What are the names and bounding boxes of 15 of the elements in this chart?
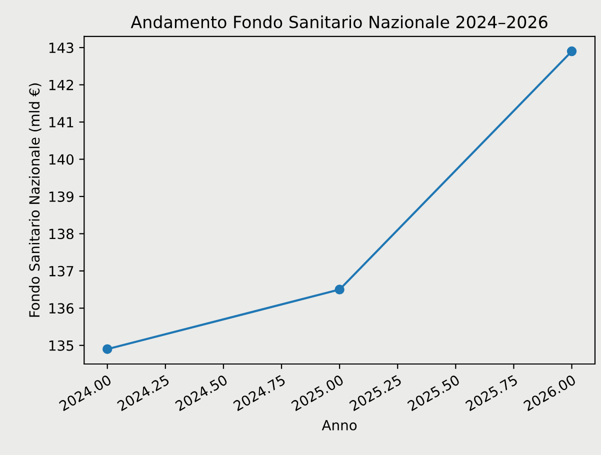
chart-title: Andamento Fondo Sanitario Nazionale 2024–2026	[130, 15, 548, 28]
point	[334, 284, 344, 294]
y-tick-label: 143	[49, 42, 74, 54]
y-tick-label: 141	[49, 117, 74, 128]
y-axis-title: Fondo Sanitario Nazionale (mld €)	[28, 83, 42, 317]
x-axis-title: Anno	[322, 420, 357, 430]
y-tick-label: 136	[49, 303, 74, 314]
point	[566, 46, 577, 56]
y-tick-label: 135	[49, 340, 74, 351]
y-tick-label: 139	[49, 191, 74, 202]
point	[102, 344, 112, 354]
y-tick-label: 140	[49, 154, 74, 165]
y-tick-label: 137	[49, 266, 74, 276]
y-tick-label: 138	[49, 228, 74, 240]
y-tick-label: 142	[49, 80, 74, 90]
